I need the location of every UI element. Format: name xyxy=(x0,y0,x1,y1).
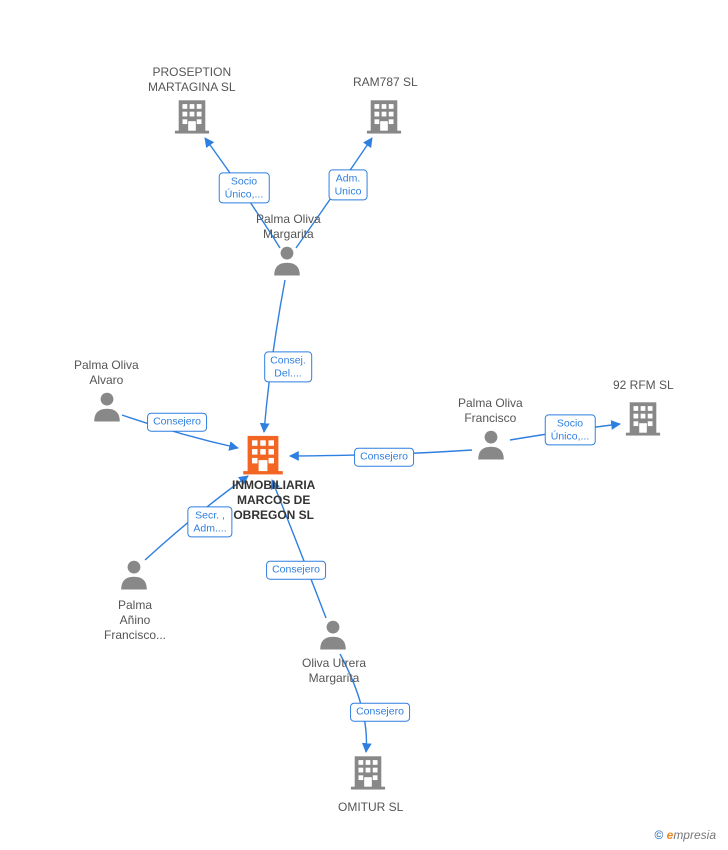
edge-label: Consej. Del.... xyxy=(264,351,312,382)
node-label: Palma Oliva Francisco xyxy=(458,396,523,426)
company-icon[interactable] xyxy=(349,753,387,796)
edge-label: Consejero xyxy=(350,703,410,722)
company-icon[interactable] xyxy=(624,399,662,442)
person-icon[interactable] xyxy=(271,244,303,281)
edge-label: Consejero xyxy=(266,561,326,580)
node-label: Oliva Utrera Margarita xyxy=(302,656,366,686)
node-label: Palma Añino Francisco... xyxy=(104,598,166,643)
edge-label: Consejero xyxy=(354,448,414,467)
copyright-symbol: © xyxy=(654,828,663,842)
edge-label: Consejero xyxy=(147,413,207,432)
node-label: RAM787 SL xyxy=(353,75,418,90)
diagram-canvas: INMOBILIARIA MARCOS DE OBREGON SL PROSEPT… xyxy=(0,0,728,850)
edge-label: Socio Único,... xyxy=(219,172,270,203)
edge-label: Adm. Unico xyxy=(329,169,368,200)
company-icon[interactable] xyxy=(173,97,211,140)
company-icon[interactable] xyxy=(365,97,403,140)
node-label: Palma Oliva Alvaro xyxy=(74,358,139,388)
brand-name: empresia xyxy=(667,828,716,842)
node-label: PROSEPTION MARTAGINA SL xyxy=(148,65,236,95)
node-label: 92 RFM SL xyxy=(613,378,674,393)
edge-label: Socio Único,... xyxy=(545,414,596,445)
company-icon[interactable] xyxy=(241,432,285,481)
edge-label: Secr. , Adm.... xyxy=(187,506,232,537)
person-icon[interactable] xyxy=(317,618,349,655)
node-label: OMITUR SL xyxy=(338,800,403,815)
person-icon[interactable] xyxy=(118,558,150,595)
person-icon[interactable] xyxy=(475,428,507,465)
person-icon[interactable] xyxy=(91,390,123,427)
footer-attribution: © empresia xyxy=(654,828,716,842)
node-label: Palma Oliva Margarita xyxy=(256,212,321,242)
node-label: INMOBILIARIA MARCOS DE OBREGON SL xyxy=(232,478,315,523)
